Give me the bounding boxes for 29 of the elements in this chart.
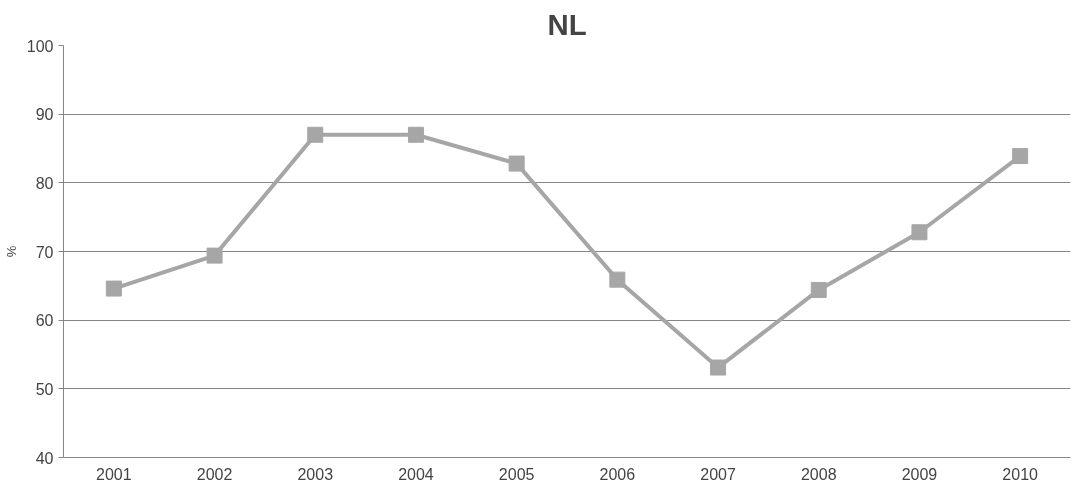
x-tick-label: 2006 bbox=[599, 465, 636, 483]
x-tick-label: 2002 bbox=[196, 465, 233, 483]
x-tick-label: 2008 bbox=[800, 465, 837, 483]
point bbox=[609, 271, 626, 288]
chart-title: NL bbox=[547, 7, 587, 41]
point bbox=[1012, 148, 1029, 165]
y-tick-label: 100 bbox=[26, 37, 54, 55]
y-tick-label: 50 bbox=[35, 380, 54, 398]
point bbox=[407, 126, 424, 143]
point bbox=[911, 224, 928, 241]
point bbox=[810, 281, 827, 298]
y-tick-label: 80 bbox=[35, 174, 54, 192]
x-tick-label: 2010 bbox=[1002, 465, 1039, 483]
x-tick-label: 2001 bbox=[96, 465, 132, 483]
point bbox=[105, 280, 122, 297]
y-tick-label: 60 bbox=[35, 312, 54, 330]
y-axis-title: % bbox=[3, 245, 19, 258]
point bbox=[307, 126, 324, 143]
x-tick-label: 2003 bbox=[297, 465, 334, 483]
y-tick-label: 90 bbox=[35, 106, 54, 124]
x-tick-label: 2009 bbox=[901, 465, 938, 483]
x-tick-label: 2005 bbox=[498, 465, 535, 483]
point bbox=[508, 155, 525, 172]
point bbox=[206, 247, 223, 264]
y-tick-label: 70 bbox=[35, 243, 54, 261]
point bbox=[710, 359, 727, 376]
y-tick-label: 40 bbox=[35, 449, 54, 467]
x-tick-label: 2007 bbox=[700, 465, 736, 483]
x-tick-label: 2004 bbox=[398, 465, 434, 483]
